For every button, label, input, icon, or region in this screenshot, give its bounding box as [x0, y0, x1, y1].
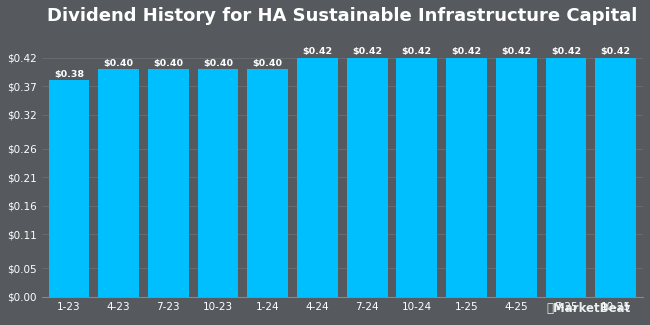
Bar — [496, 58, 537, 297]
Text: $0.42: $0.42 — [402, 47, 432, 57]
Text: $0.40: $0.40 — [153, 59, 183, 68]
Bar — [148, 69, 188, 297]
Bar — [396, 58, 437, 297]
Bar — [297, 58, 338, 297]
Bar — [98, 69, 139, 297]
Text: $0.42: $0.42 — [601, 47, 630, 57]
Text: $0.40: $0.40 — [253, 59, 283, 68]
Bar — [446, 58, 487, 297]
Text: $0.38: $0.38 — [54, 70, 84, 79]
Text: $0.42: $0.42 — [352, 47, 382, 57]
Text: $0.42: $0.42 — [551, 47, 581, 57]
Bar — [545, 58, 586, 297]
Text: $0.42: $0.42 — [452, 47, 482, 57]
Text: $0.42: $0.42 — [501, 47, 531, 57]
Title: Dividend History for HA Sustainable Infrastructure Capital: Dividend History for HA Sustainable Infr… — [47, 7, 638, 25]
Text: $0.42: $0.42 — [302, 47, 333, 57]
Text: $0.40: $0.40 — [103, 59, 134, 68]
Bar — [347, 58, 387, 297]
Text: ⨿MarketBeat: ⨿MarketBeat — [546, 302, 630, 315]
Bar — [198, 69, 239, 297]
Bar — [49, 80, 89, 297]
Text: $0.40: $0.40 — [203, 59, 233, 68]
Bar — [248, 69, 288, 297]
Bar — [595, 58, 636, 297]
